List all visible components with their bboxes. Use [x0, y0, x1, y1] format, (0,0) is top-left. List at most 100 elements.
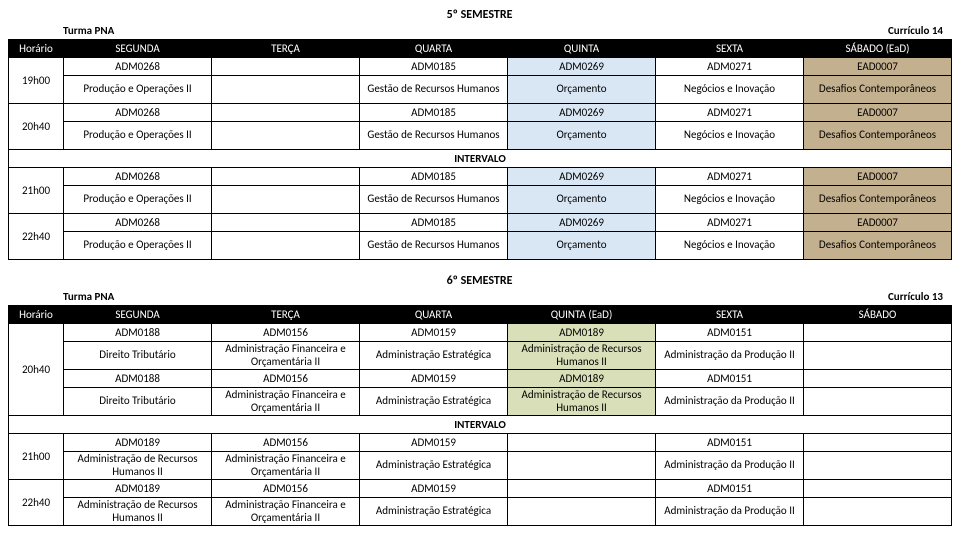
- name-cell: Orçamento: [508, 232, 656, 260]
- code-cell: [212, 58, 360, 76]
- h-horario: Horário: [9, 40, 64, 58]
- name-cell: Produção e Operações II: [64, 76, 212, 104]
- code-cell: ADM0268: [64, 214, 212, 232]
- h-qui: QUINTA (EaD): [508, 306, 656, 324]
- time-cell: 21h00: [9, 434, 64, 480]
- table-row: ADM0188 ADM0156 ADM0159 ADM0189 ADM0151: [9, 370, 952, 388]
- code-cell: ADM0268: [64, 104, 212, 122]
- sem5-header-row: Turma PNA Currículo 14: [8, 24, 951, 37]
- table-row: Produção e Operações II Gestão de Recurs…: [9, 122, 952, 150]
- code-cell: ADM0185: [360, 214, 508, 232]
- table-row: Administração de Recursos Humanos II Adm…: [9, 498, 952, 526]
- name-cell: Desafios Contemporâneos: [804, 232, 952, 260]
- name-cell: Administração Estratégica: [360, 388, 508, 416]
- code-cell: ADM0185: [360, 104, 508, 122]
- sem5-header: Horário SEGUNDA TERÇA QUARTA QUINTA SEXT…: [9, 40, 952, 58]
- time-cell: 22h40: [9, 480, 64, 526]
- code-cell: [804, 434, 952, 452]
- name-cell: Gestão de Recursos Humanos: [360, 76, 508, 104]
- code-cell: ADM0159: [360, 370, 508, 388]
- name-cell: Orçamento: [508, 186, 656, 214]
- name-cell: [212, 232, 360, 260]
- code-cell: ADM0271: [656, 168, 804, 186]
- code-cell: ADM0159: [360, 480, 508, 498]
- code-cell: ADM0151: [656, 370, 804, 388]
- table-row: 22h40 ADM0189 ADM0156 ADM0159 ADM0151: [9, 480, 952, 498]
- table-row: Administração de Recursos Humanos II Adm…: [9, 452, 952, 480]
- code-cell: ADM0151: [656, 324, 804, 342]
- code-cell: EAD0007: [804, 104, 952, 122]
- code-cell: [508, 434, 656, 452]
- code-cell: ADM0185: [360, 58, 508, 76]
- name-cell: Direito Tributário: [64, 388, 212, 416]
- name-cell: Produção e Operações II: [64, 186, 212, 214]
- name-cell: Administração Financeira e Orçamentária …: [212, 452, 360, 480]
- name-cell: Produção e Operações II: [64, 232, 212, 260]
- name-cell: Negócios e Inovação: [656, 76, 804, 104]
- code-cell: ADM0269: [508, 168, 656, 186]
- h-horario: Horário: [9, 306, 64, 324]
- name-cell: Negócios e Inovação: [656, 186, 804, 214]
- name-cell: Administração Financeira e Orçamentária …: [212, 388, 360, 416]
- table-row: 22h40 ADM0268 ADM0185 ADM0269 ADM0271 EA…: [9, 214, 952, 232]
- time-cell: 20h40: [9, 104, 64, 150]
- code-cell: ADM0156: [212, 324, 360, 342]
- code-cell: ADM0151: [656, 434, 804, 452]
- sem5-title: 5º SEMESTRE: [8, 8, 951, 22]
- table-row: 21h00 ADM0268 ADM0185 ADM0269 ADM0271 EA…: [9, 168, 952, 186]
- code-cell: [212, 214, 360, 232]
- table-row: Direito Tributário Administração Finance…: [9, 342, 952, 370]
- sem6-curriculo: Currículo 13: [888, 290, 943, 303]
- name-cell: Administração de Recursos Humanos II: [64, 452, 212, 480]
- sem6-title: 6º SEMESTRE: [8, 274, 951, 288]
- code-cell: [212, 168, 360, 186]
- name-cell: Administração Financeira e Orçamentária …: [212, 342, 360, 370]
- intervalo-row: INTERVALO: [9, 150, 952, 168]
- sem6-table: Horário SEGUNDA TERÇA QUARTA QUINTA (EaD…: [8, 305, 952, 526]
- name-cell: Gestão de Recursos Humanos: [360, 186, 508, 214]
- code-cell: ADM0189: [508, 370, 656, 388]
- name-cell: Administração da Produção II: [656, 342, 804, 370]
- code-cell: ADM0269: [508, 58, 656, 76]
- code-cell: EAD0007: [804, 168, 952, 186]
- sem6-header: Horário SEGUNDA TERÇA QUARTA QUINTA (EaD…: [9, 306, 952, 324]
- time-cell: 20h40: [9, 324, 64, 416]
- code-cell: ADM0188: [64, 324, 212, 342]
- code-cell: [212, 104, 360, 122]
- name-cell: Administração de Recursos Humanos II: [64, 498, 212, 526]
- time-cell: 22h40: [9, 214, 64, 260]
- intervalo-cell: INTERVALO: [9, 150, 952, 168]
- code-cell: ADM0156: [212, 480, 360, 498]
- name-cell: [804, 498, 952, 526]
- code-cell: ADM0271: [656, 214, 804, 232]
- h-qui: QUINTA: [508, 40, 656, 58]
- name-cell: [508, 452, 656, 480]
- name-cell: [508, 498, 656, 526]
- code-cell: ADM0185: [360, 168, 508, 186]
- code-cell: ADM0156: [212, 434, 360, 452]
- time-cell: 21h00: [9, 168, 64, 214]
- name-cell: Negócios e Inovação: [656, 122, 804, 150]
- name-cell: Orçamento: [508, 122, 656, 150]
- name-cell: Administração Estratégica: [360, 342, 508, 370]
- name-cell: Gestão de Recursos Humanos: [360, 232, 508, 260]
- code-cell: ADM0188: [64, 370, 212, 388]
- name-cell: Administração de Recursos Humanos II: [508, 342, 656, 370]
- h-sex: SEXTA: [656, 40, 804, 58]
- name-cell: [804, 342, 952, 370]
- name-cell: Orçamento: [508, 76, 656, 104]
- name-cell: Negócios e Inovação: [656, 232, 804, 260]
- sem5-table: Horário SEGUNDA TERÇA QUARTA QUINTA SEXT…: [8, 39, 952, 260]
- code-cell: ADM0271: [656, 58, 804, 76]
- code-cell: [508, 480, 656, 498]
- name-cell: [804, 388, 952, 416]
- name-cell: [212, 122, 360, 150]
- intervalo-cell: INTERVALO: [9, 416, 952, 434]
- sem5-turma: Turma PNA: [63, 24, 114, 37]
- name-cell: Direito Tributário: [64, 342, 212, 370]
- name-cell: [212, 186, 360, 214]
- code-cell: ADM0156: [212, 370, 360, 388]
- code-cell: ADM0189: [64, 434, 212, 452]
- name-cell: [804, 452, 952, 480]
- name-cell: Desafios Contemporâneos: [804, 122, 952, 150]
